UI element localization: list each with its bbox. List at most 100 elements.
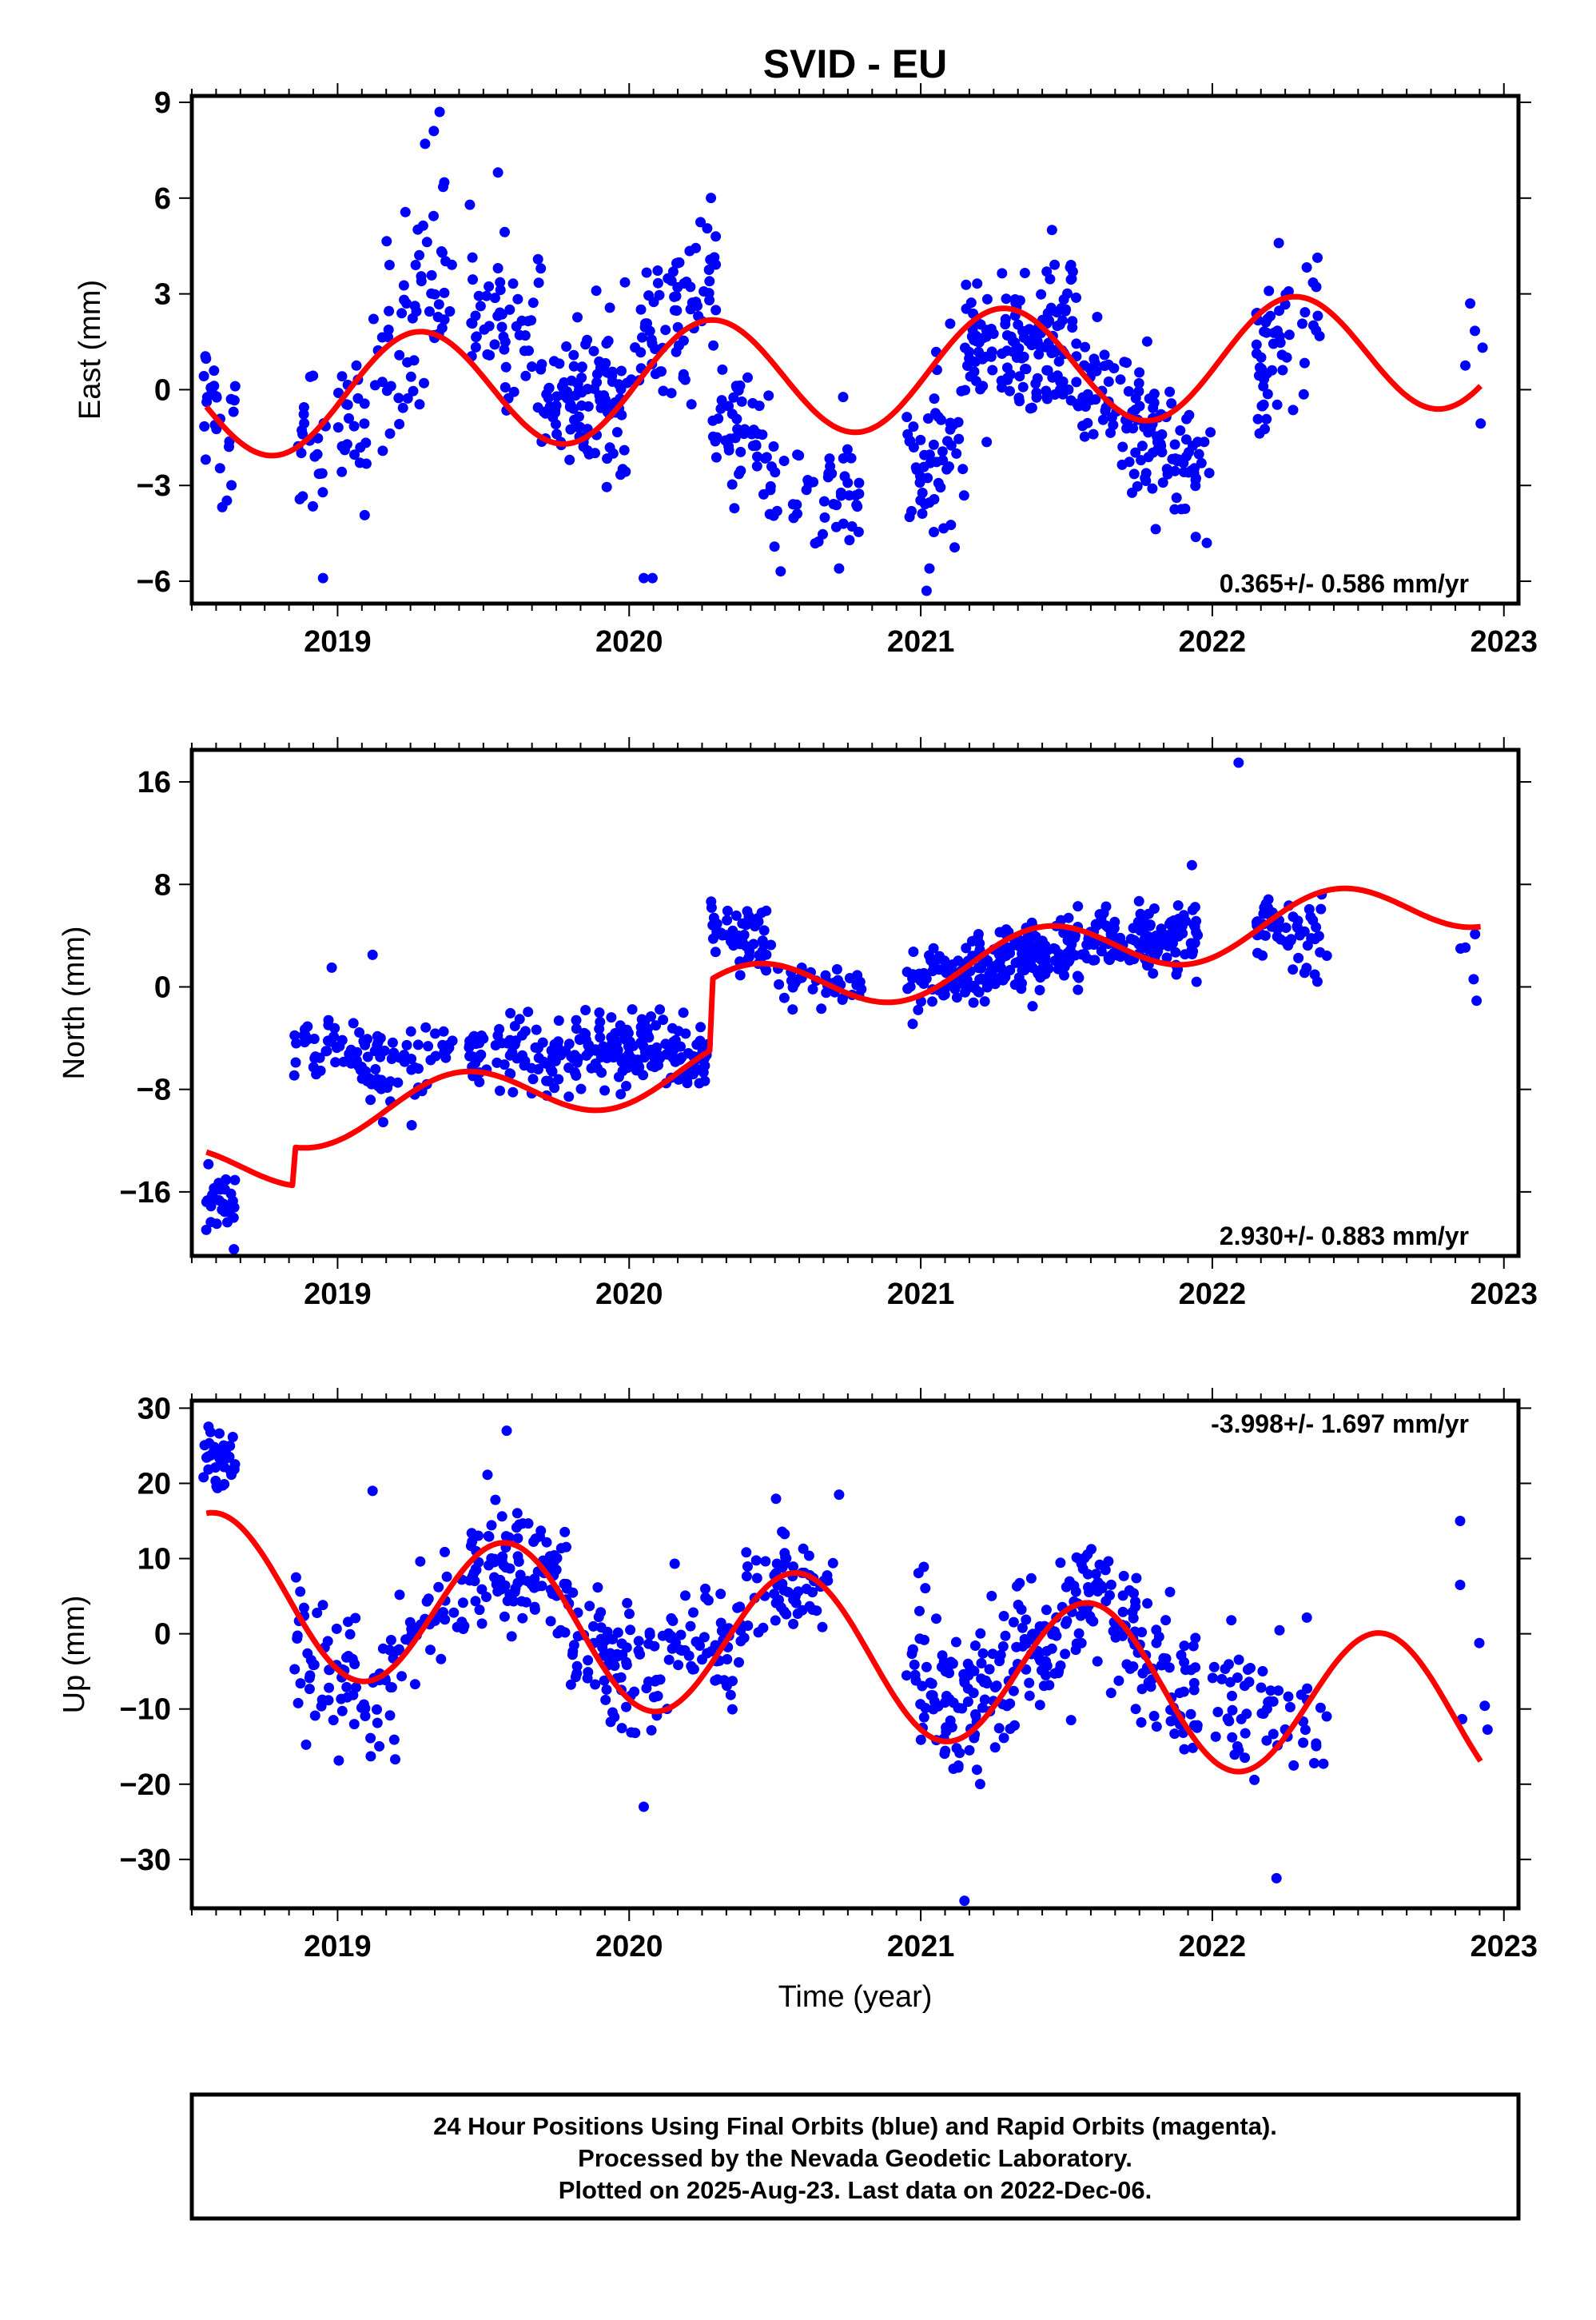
data-point — [1299, 1724, 1311, 1736]
data-point — [1077, 392, 1089, 403]
data-point — [514, 329, 525, 341]
data-point — [1088, 955, 1099, 966]
data-point — [671, 291, 682, 301]
data-point — [359, 509, 370, 520]
y-axis-label: East (mm) — [74, 280, 107, 420]
data-point — [221, 1174, 232, 1185]
data-point — [217, 1480, 229, 1491]
data-point — [333, 388, 344, 398]
data-point — [362, 1034, 373, 1045]
data-point — [655, 366, 666, 377]
x-tick-label: 2023 — [1470, 1930, 1538, 1963]
data-point — [593, 1612, 604, 1623]
data-point — [600, 1694, 611, 1705]
data-point — [846, 521, 858, 532]
data-point — [348, 1689, 359, 1700]
data-point — [1273, 1685, 1284, 1696]
data-point — [417, 220, 428, 231]
data-point — [430, 1028, 440, 1039]
data-point — [345, 1044, 356, 1055]
data-point — [824, 453, 835, 464]
data-point — [1261, 1735, 1272, 1746]
rate-annotation: 2.930+/- 0.883 mm/yr — [1220, 1222, 1469, 1250]
data-point — [913, 1004, 924, 1015]
data-point — [907, 1018, 918, 1030]
plot-frame — [189, 94, 1521, 606]
data-point — [583, 1040, 594, 1051]
data-point — [808, 476, 819, 488]
data-point — [794, 450, 805, 461]
data-point — [1257, 1666, 1268, 1676]
data-point — [1136, 1717, 1147, 1728]
data-point — [594, 1007, 605, 1018]
data-point — [349, 449, 360, 460]
data-point — [1013, 343, 1025, 354]
data-point — [1000, 319, 1011, 330]
model-curve — [205, 885, 1481, 1189]
data-point — [1071, 338, 1082, 349]
data-point — [1288, 911, 1299, 923]
data-point — [1138, 941, 1149, 952]
data-point — [953, 433, 965, 444]
data-point — [1311, 976, 1323, 987]
data-point — [210, 1462, 221, 1473]
data-point — [376, 1083, 387, 1094]
data-point — [758, 925, 770, 936]
data-point — [1307, 320, 1319, 331]
data-point — [603, 336, 614, 346]
data-point — [981, 436, 993, 448]
data-point — [1284, 329, 1295, 341]
data-point — [961, 279, 972, 290]
data-point — [691, 242, 702, 253]
rate-annotation: -3.998+/- 1.697 mm/yr — [1211, 1409, 1469, 1438]
data-point — [501, 1425, 512, 1437]
data-point — [1091, 920, 1102, 931]
data-point — [1168, 922, 1179, 933]
data-point — [496, 1511, 507, 1522]
data-point — [688, 1607, 698, 1618]
data-point — [297, 425, 308, 436]
data-point — [710, 1675, 721, 1686]
data-point — [201, 353, 212, 365]
data-point — [580, 1005, 591, 1015]
data-point — [921, 973, 932, 984]
data-point — [407, 313, 418, 324]
data-point — [622, 1597, 633, 1608]
data-point — [751, 460, 762, 472]
data-point — [710, 305, 722, 316]
data-point — [609, 1660, 620, 1672]
data-point — [199, 421, 210, 432]
data-point — [423, 1593, 434, 1604]
data-point — [367, 949, 378, 960]
data-point — [433, 299, 444, 310]
data-point — [1019, 965, 1030, 975]
data-point — [621, 1701, 631, 1712]
data-point — [481, 1592, 492, 1602]
data-point — [922, 413, 933, 424]
data-point — [394, 1589, 405, 1600]
data-point — [1179, 1744, 1190, 1755]
data-point — [1184, 447, 1194, 458]
data-point — [572, 1053, 583, 1064]
data-point — [706, 193, 717, 204]
x-tick-label: 2021 — [887, 1278, 955, 1311]
data-point — [482, 1469, 493, 1481]
data-point — [742, 1561, 753, 1572]
data-point — [775, 1602, 786, 1613]
data-point — [1019, 268, 1030, 278]
data-point — [394, 1052, 405, 1063]
data-point — [473, 1052, 484, 1063]
data-point — [1271, 1872, 1282, 1884]
data-point — [1164, 1662, 1175, 1673]
data-point — [1037, 1664, 1047, 1676]
data-point — [666, 1631, 677, 1642]
x-axis-label: Time (year) — [778, 1980, 933, 2014]
data-point — [1292, 921, 1303, 932]
data-point — [1224, 1716, 1235, 1727]
data-point — [1227, 1690, 1237, 1701]
data-point — [423, 1041, 434, 1052]
data-point — [984, 1664, 995, 1675]
data-point — [392, 1645, 404, 1656]
data-point — [816, 1003, 827, 1015]
data-point — [991, 1680, 1002, 1692]
